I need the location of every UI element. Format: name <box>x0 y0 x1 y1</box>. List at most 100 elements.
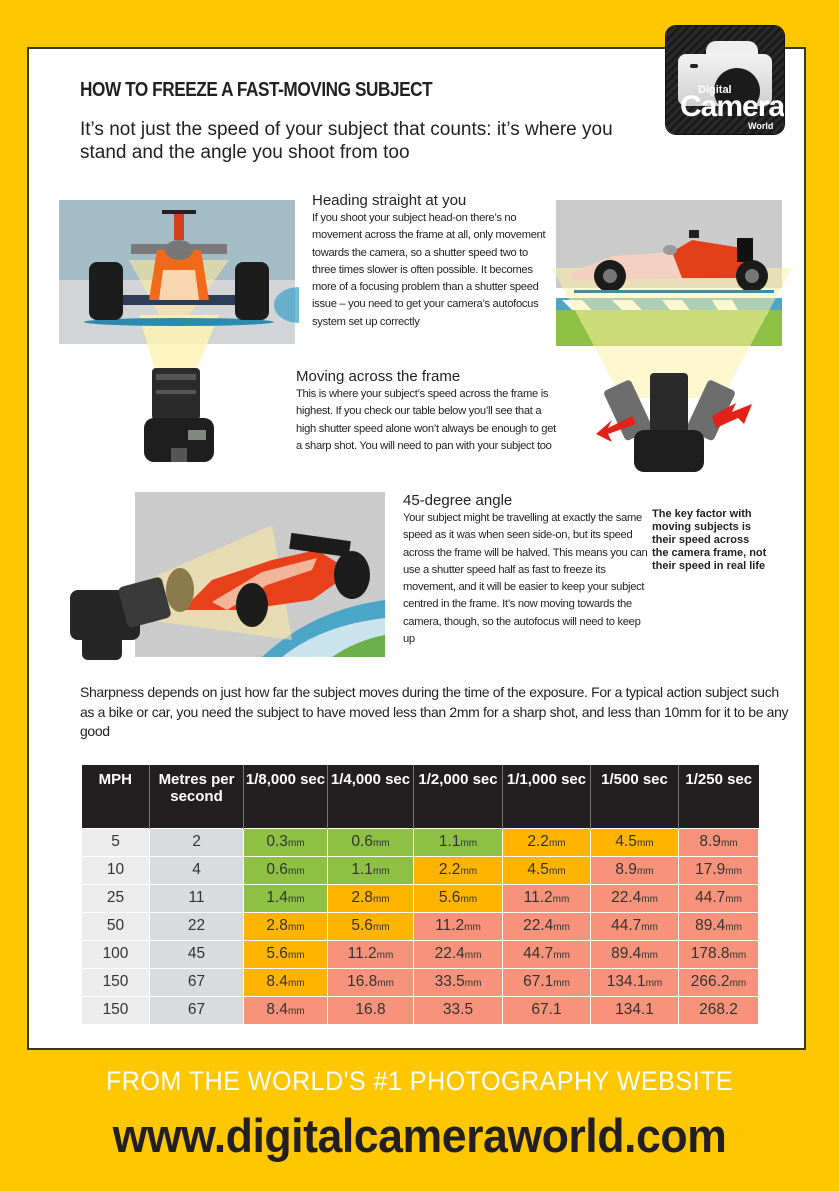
head-on-car-illustration <box>59 200 299 480</box>
table-row: 150 67 8.4mm 16.8 33.5 67.1 134.1 268.2 <box>81 995 759 1025</box>
blur-cell-value: 134.1 <box>615 1001 654 1018</box>
mps-cell-value: 4 <box>192 861 201 878</box>
blur-cell: 0.3mm <box>243 827 328 857</box>
unit-label: mm <box>636 866 654 877</box>
unit-label: mm <box>552 894 570 905</box>
digital-camera-world-logo: Digital Camera World <box>666 26 784 134</box>
blur-cell-value: 1.1 <box>438 833 461 850</box>
unit-label: mm <box>372 922 390 933</box>
mps-cell: 11 <box>149 883 244 913</box>
mps-cell: 67 <box>149 967 244 997</box>
page-subtitle: It’s not just the speed of your subject … <box>80 119 613 163</box>
blur-cell-value: 17.9 <box>695 861 726 878</box>
mph-cell: 100 <box>81 939 150 969</box>
header-mph: MPH <box>81 765 150 828</box>
blur-cell: 1.4mm <box>243 883 328 913</box>
section-heading: 45-degree angle <box>403 492 513 509</box>
mps-cell-value: 11 <box>188 889 205 906</box>
footer-url-link[interactable]: www.digitalcameraworld.com <box>112 1109 727 1162</box>
blur-cell-value: 5.6 <box>266 945 288 962</box>
unit-label: mm <box>287 1006 305 1017</box>
mph-cell: 25 <box>81 883 150 913</box>
unit-label: mm <box>720 838 738 849</box>
logo-text-digital: Digital <box>698 84 732 96</box>
section-45-degree: 45-degree angle Your subject might be tr… <box>403 492 648 648</box>
unit-label: mm <box>553 950 570 961</box>
section-head-on: Heading straight at you If you shoot you… <box>312 192 552 331</box>
blur-cell: 89.4mm <box>678 911 759 941</box>
section-body: If you shoot your subject head-on there’… <box>312 212 546 328</box>
mps-cell-value: 67 <box>187 1001 206 1018</box>
blur-cell: 16.8mm <box>327 967 414 997</box>
blur-cell-value: 44.7 <box>695 889 726 906</box>
blur-cell: 178.8mm <box>678 939 759 969</box>
mph-cell-value: 10 <box>106 861 125 878</box>
blur-cell: 2.2mm <box>413 855 503 885</box>
mph-cell: 5 <box>81 827 150 857</box>
unit-label: mm <box>729 950 747 961</box>
blur-cell: 8.9mm <box>590 855 679 885</box>
unit-label: mm <box>287 978 305 989</box>
blur-cell: 266.2mm <box>678 967 759 997</box>
blur-cell-value: 2.2 <box>438 861 461 878</box>
camera-icon-flash <box>690 64 698 68</box>
mps-cell: 67 <box>149 995 244 1025</box>
blur-cell: 4.5mm <box>590 827 679 857</box>
blur-cell: 8.9mm <box>678 827 759 857</box>
side-on-car-illustration <box>552 198 792 498</box>
blur-cell: 8.4mm <box>243 967 328 997</box>
unit-label: mm <box>641 950 658 961</box>
unit-label: mm <box>287 894 305 905</box>
unit-label: mm <box>548 838 566 849</box>
mph-cell: 50 <box>81 911 150 941</box>
blur-cell-value: 2.8 <box>351 889 373 906</box>
mph-cell: 150 <box>81 995 150 1025</box>
blur-cell-value: 16.8 <box>355 1001 386 1018</box>
unit-label: mm <box>460 894 478 905</box>
unit-label: mm <box>636 838 654 849</box>
blur-cell: 17.9mm <box>678 855 759 885</box>
unit-label: mm <box>553 978 570 989</box>
unit-label: mm <box>725 922 742 933</box>
blur-cell: 33.5mm <box>413 967 503 997</box>
blur-cell-value: 16.8 <box>347 973 378 990</box>
unit-label: mm <box>287 838 305 849</box>
unit-label: mm <box>460 838 478 849</box>
blur-cell-value: 11.2 <box>523 889 553 906</box>
blur-cell: 22.4mm <box>502 911 591 941</box>
blur-cell-value: 0.6 <box>266 861 288 878</box>
blur-cell-value: 5.6 <box>351 917 373 934</box>
table-row: 10 4 0.6mm 1.1mm 2.2mm 4.5mm 8.9mm 17.9mm <box>81 855 759 885</box>
unit-label: mm <box>460 866 478 877</box>
unit-label: mm <box>287 950 305 961</box>
unit-label: mm <box>372 838 390 849</box>
section-body: This is where your subject’s speed acros… <box>296 388 556 452</box>
blur-cell-value: 89.4 <box>695 917 726 934</box>
unit-label: mm <box>376 950 394 961</box>
blur-cell-value: 67.1 <box>531 1001 562 1018</box>
header-250: 1/250 sec <box>678 765 759 828</box>
mph-cell-value: 100 <box>102 945 129 962</box>
blur-cell: 33.5 <box>413 995 503 1025</box>
header-500: 1/500 sec <box>590 765 679 828</box>
blur-cell-value: 8.4 <box>266 973 288 990</box>
blur-cell: 44.7mm <box>590 911 679 941</box>
blur-cell-value: 22.4 <box>611 889 642 906</box>
unit-label: mm <box>372 866 390 877</box>
sharpness-paragraph: Sharpness depends on just how far the su… <box>80 684 789 739</box>
unit-label: mm <box>287 866 305 877</box>
blur-cell: 22.4mm <box>590 883 679 913</box>
blur-cell: 67.1mm <box>502 967 591 997</box>
footer-tagline: FROM THE WORLD'S #1 PHOTOGRAPHY WEBSITE <box>105 1066 734 1096</box>
logo-text-camera: Camera <box>680 90 784 123</box>
blur-cell-value: 8.9 <box>699 833 721 850</box>
blur-cell-value: 5.6 <box>438 889 461 906</box>
unit-label: mm <box>464 950 482 961</box>
header-8000: 1/8,000 sec <box>243 765 328 828</box>
blur-cell-value: 266.2 <box>690 973 730 990</box>
mph-cell: 150 <box>81 967 150 997</box>
blur-cell: 5.6mm <box>327 911 414 941</box>
section-heading: Heading straight at you <box>312 192 467 209</box>
mph-cell-value: 150 <box>102 1001 129 1018</box>
blur-cell: 1.1mm <box>413 827 503 857</box>
